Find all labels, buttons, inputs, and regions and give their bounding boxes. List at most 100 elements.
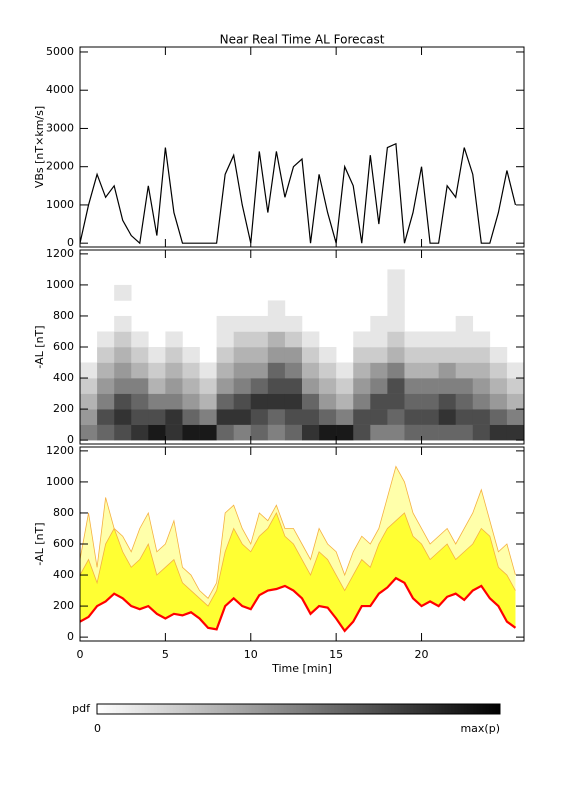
heat-cell [387,315,405,332]
chart-title: Near Real Time AL Forecast [220,33,385,47]
heat-cell [455,378,474,394]
heat-cell [97,362,115,379]
heat-cell [165,362,183,379]
heat-cell [506,362,524,379]
heat-cell [336,362,354,379]
x-tick-label: 10 [244,648,258,661]
y-tick-label: 600 [53,537,74,550]
heat-cell [165,393,183,410]
heat-cell [97,378,115,394]
heat-cell [506,424,524,441]
heat-cell [114,409,132,425]
y-tick-label: 200 [53,402,74,415]
heat-cell [404,409,422,425]
heat-cell [216,347,234,363]
heat-cell [114,284,132,301]
heat-cell [404,347,422,363]
heat-cell [387,284,405,301]
heat-cell [489,424,508,441]
heat-cell [284,347,303,363]
band-edge [80,511,516,607]
y-tick-label: 2000 [46,160,74,173]
heat-cell [284,315,303,332]
heat-cell [165,424,183,441]
y-tick-label: 200 [53,599,74,612]
heat-cell [233,362,252,379]
heat-cell [387,378,405,394]
heat-cell [114,347,132,363]
plot-area [80,269,524,441]
heat-cell [182,393,200,410]
heat-cell [489,393,508,410]
heat-cell [131,378,149,394]
heat-cell [370,362,388,379]
heat-cell [80,424,98,441]
heat-cell [421,393,439,410]
heat-cell [267,409,286,425]
heat-cell [216,409,234,425]
heat-cell [336,424,354,441]
heat-cell [233,409,252,425]
heat-cell [250,362,269,379]
heat-cell [438,424,456,441]
heat-cell [216,315,234,332]
heat-cell [250,378,269,394]
heat-cell [387,331,405,348]
heat-cell [199,362,217,379]
heat-cell [387,393,405,410]
y-tick-label: 800 [53,506,74,519]
heat-cell [455,424,474,441]
band-edge [80,465,516,599]
heat-cell [455,331,474,348]
heat-cell [131,424,149,441]
heat-cell [387,300,405,317]
y-tick-label: 0 [67,630,74,643]
heat-cell [267,331,286,348]
heat-cell [131,331,149,348]
heat-cell [233,424,252,441]
y-tick-label: 800 [53,309,74,322]
heat-cell [472,378,491,394]
heat-cell [148,424,166,441]
heat-cell [80,378,98,394]
heat-cell [216,378,234,394]
heat-cell [182,378,200,394]
heat-cell [216,331,234,348]
heat-cell [250,424,269,441]
y-tick-label: 1200 [46,247,74,260]
heat-cell [353,347,371,363]
heat-cell [370,424,388,441]
heat-cell [182,409,200,425]
y-tick-label: 0 [67,236,74,249]
heat-cell [284,393,303,410]
heat-cell [353,362,371,379]
heat-cell [148,362,166,379]
heat-cell [506,393,524,410]
line [80,142,517,245]
heat-cell [302,424,320,441]
band-area [80,512,516,631]
heat-cell [165,347,183,363]
heat-cell [319,347,337,363]
heat-cell [80,409,98,425]
heat-cell [438,347,456,363]
heat-cell [80,362,98,379]
heat-cell [97,424,115,441]
heat-cell [182,362,200,379]
heat-cell [131,393,149,410]
colorbar-label: pdf [72,702,91,715]
heat-cell [165,378,183,394]
heat-cell [250,331,269,348]
heat-cell [489,378,508,394]
heat-cell [506,378,524,394]
heat-cell [472,409,491,425]
heat-cell [199,409,217,425]
heat-cell [370,315,388,332]
heat-cell [97,393,115,410]
heat-cell [131,409,149,425]
heat-cell [489,409,508,425]
heat-cell [302,347,320,363]
colorbar [96,703,501,715]
colorbar-tick: max(p) [460,722,500,735]
heat-cell [472,393,491,410]
